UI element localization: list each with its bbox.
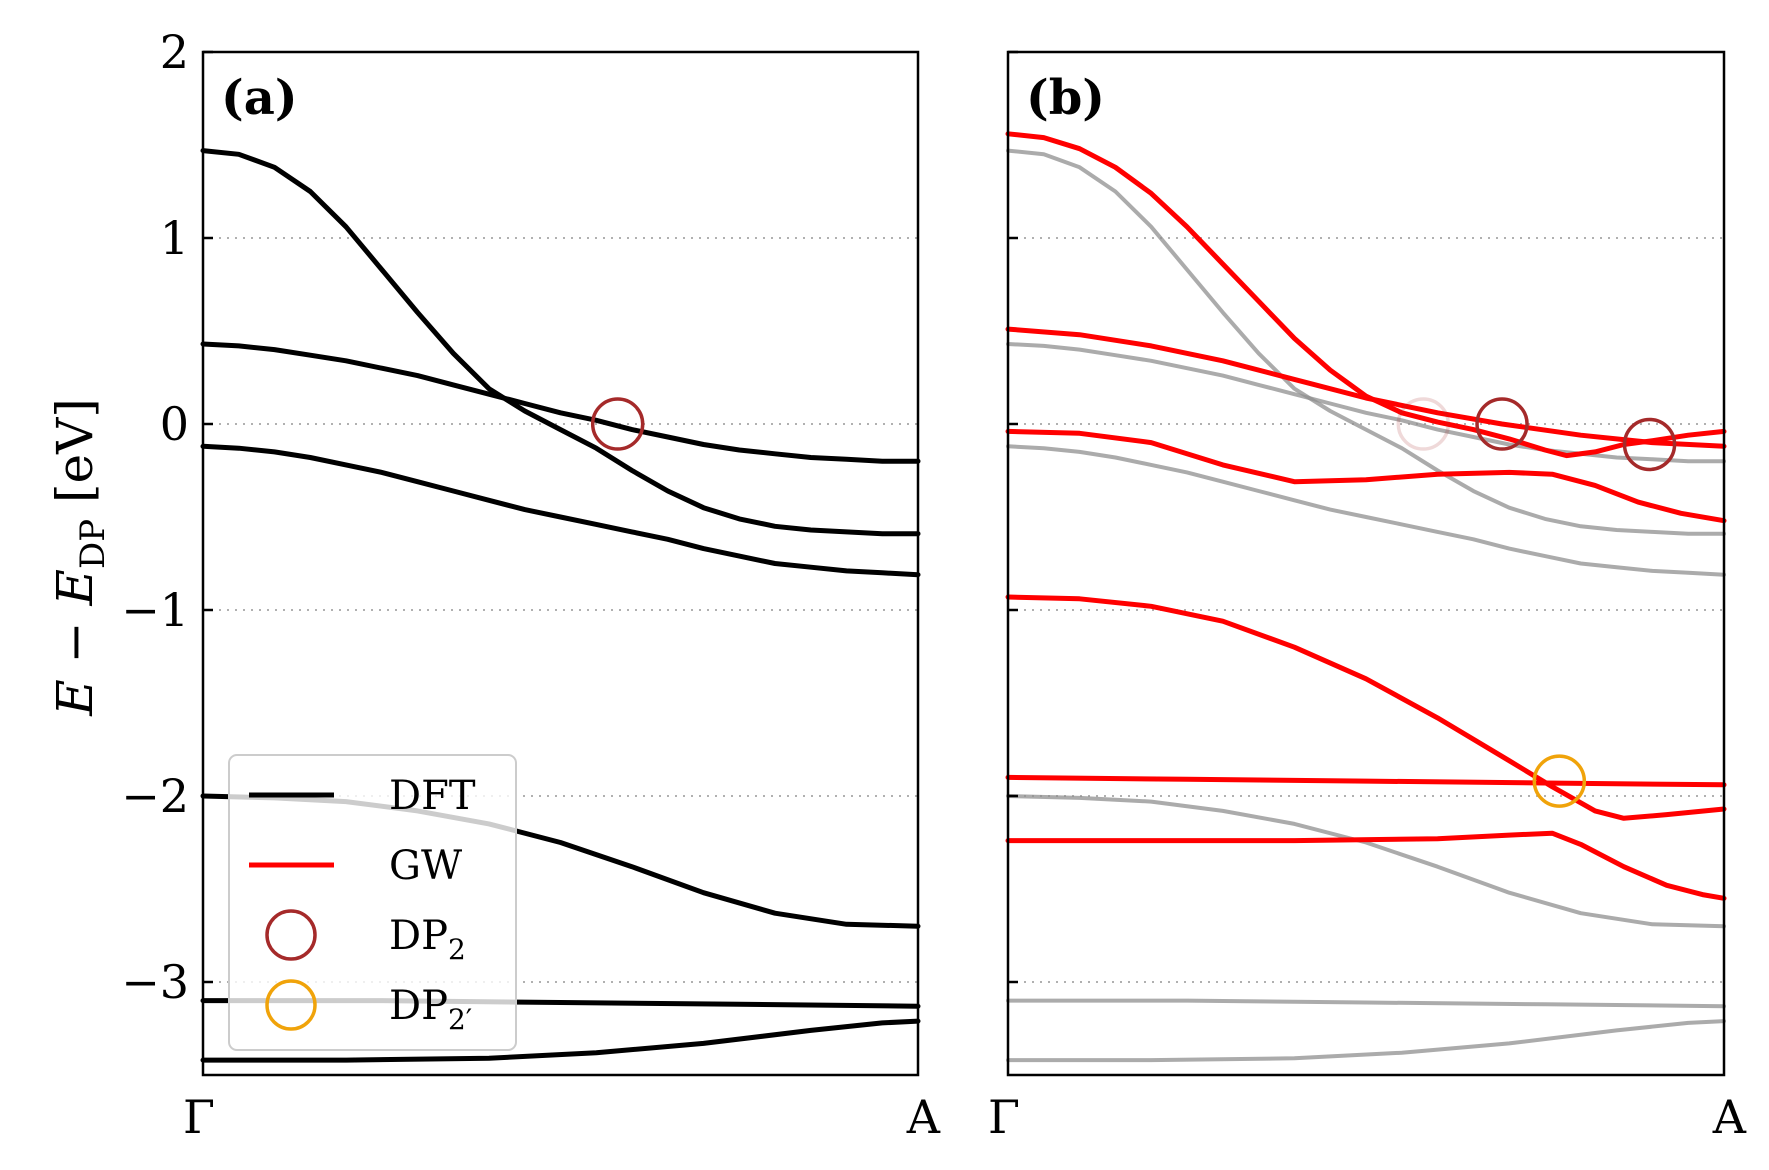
ylabel-unit: [eV] [46,398,104,519]
y-axis-label: E − EDP [eV] [46,398,113,716]
y-tick-label: −3 [121,955,189,1009]
legend: DFT GW DP2 DP2′ [228,754,517,1051]
dft-band-line [1006,998,1726,1009]
gw-band-line [1005,594,1727,821]
panel-b-series [1005,131,1727,1063]
legend-label-dp2p: DP2′ [389,983,472,1036]
y-tick-label: −1 [121,583,189,637]
ylabel-subscript: DP [73,519,113,569]
x-tick-gamma: Γ [988,1090,1020,1144]
dft-band-line [1006,794,1726,929]
dft-band-line [200,1018,921,1063]
legend-swatch-dp2 [265,909,317,961]
ylabel-minus: − [46,606,104,680]
legend-label-dft: DFT [389,773,476,819]
legend-label-dp2: DP2 [389,913,466,966]
panel-b-y-ticks [1008,50,1018,984]
panel-b-markers [1396,397,1677,808]
panel-a-frame [201,50,920,1077]
y-tick-label: 1 [160,211,189,265]
dp2-marker [1622,417,1677,472]
x-tick-a: A [906,1090,941,1144]
gw-band-line [1005,830,1727,901]
gw-band-line [1005,774,1727,788]
dft-band-line [1006,1019,1726,1063]
x-tick-a: A [1712,1090,1747,1144]
legend-label-gw: GW [389,843,462,889]
gw-band-line [1005,131,1727,459]
dp2-marker [1475,397,1529,451]
dft-band-line [200,148,921,537]
dft-band-line [200,443,921,578]
dft-band-line [200,341,921,464]
panel-a-y-ticks: 2 1 0 −1 −2 −3 [121,25,213,1009]
panel-b-label: (b) [1026,70,1105,126]
legend-swatch-dp2p [265,979,317,1031]
panel-a-label: (a) [221,70,298,126]
gw-band-line [1005,428,1727,524]
gw-band-line [1005,326,1727,449]
dft-band-line [1006,342,1726,464]
y-tick-label: 2 [160,25,189,79]
dp2-prime-marker [1532,754,1587,808]
dft-band-line [1006,444,1726,577]
panel-b-frame [1006,50,1726,1077]
panel-a-markers [590,397,645,451]
ylabel-energy-dp: E [46,569,104,607]
ylabel-energy: E [46,679,104,717]
y-tick-label: −2 [121,769,189,823]
dft-band-line [1006,148,1726,536]
panel-b-gridlines [1008,237,1724,983]
dp2-marker [1396,397,1451,451]
legend-box [228,754,517,1051]
y-tick-label: 0 [160,397,189,451]
x-tick-gamma: Γ [183,1090,215,1144]
dp2-marker [590,397,645,451]
